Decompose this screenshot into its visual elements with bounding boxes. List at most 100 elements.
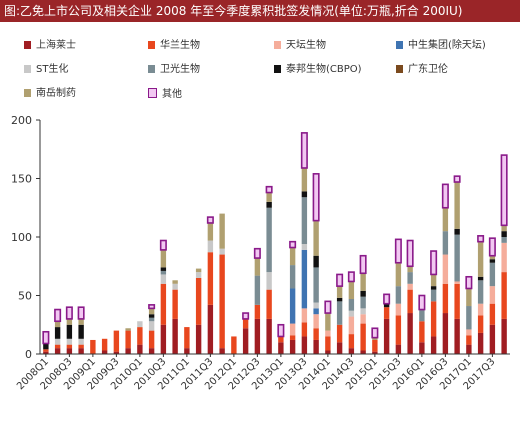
bar-segment [501, 242, 507, 273]
bar-segment [66, 338, 73, 345]
bar-segment [54, 308, 62, 323]
bar-segment [360, 323, 366, 351]
bar-segment [301, 191, 308, 198]
bar-segment [407, 272, 413, 284]
bar-segment [206, 216, 214, 224]
legend-label: ST生化 [36, 64, 69, 75]
bar-segment [90, 339, 96, 354]
bar-segment [501, 231, 507, 237]
bar-segment [489, 255, 496, 260]
bar-segment [219, 254, 225, 349]
bar-segment [301, 336, 308, 354]
bar-segment [313, 308, 319, 315]
bar-segment [137, 344, 143, 354]
bar-segment [371, 327, 379, 339]
bar-segment [66, 324, 73, 339]
bar-segment [489, 324, 496, 354]
bar-segment [300, 132, 308, 169]
bar-segment [148, 348, 155, 354]
bar-segment [442, 254, 449, 284]
bar-segment [325, 330, 331, 337]
legend-swatch [148, 88, 157, 98]
bar-segment [160, 283, 167, 325]
legend-label: 其他 [162, 89, 182, 100]
bar-segment [301, 308, 308, 323]
bar-segment [359, 254, 367, 275]
bar-segment [466, 344, 472, 354]
bar-segment [407, 283, 413, 290]
bar-segment [489, 262, 496, 287]
bar-segment [266, 318, 272, 354]
bar-segment [242, 318, 249, 329]
bar-segment [148, 321, 155, 331]
bar-segment [254, 304, 261, 319]
bar-segment [78, 324, 84, 339]
bar-segment [441, 183, 449, 209]
bar-segment [219, 213, 225, 249]
chart-plot: 0501001502002008Q12008Q32009Q12009Q32010… [11, 114, 510, 392]
bar-segment [159, 239, 167, 251]
bar-segment [336, 286, 343, 298]
bar-segment [336, 297, 343, 302]
bar-segment [395, 262, 402, 287]
bar-segment [372, 337, 378, 340]
bar-segment [348, 310, 355, 317]
bar-segment [395, 286, 402, 304]
bar-segment [77, 306, 85, 320]
legend-label: 天坛生物 [286, 40, 326, 51]
bar-segment [289, 339, 296, 354]
bar-segment [54, 338, 61, 345]
bar-segment [66, 348, 73, 354]
bar-segment [148, 308, 155, 315]
legend-item: ST生化 [24, 64, 68, 76]
bar-segment [348, 334, 355, 349]
legend-swatch [148, 41, 155, 49]
bar-segment [242, 312, 250, 320]
legend-swatch [274, 41, 281, 49]
bar-segment [477, 280, 484, 304]
bar-segment [453, 175, 461, 183]
bar-segment [184, 348, 190, 354]
bar-segment [219, 248, 225, 255]
bar-segment [125, 348, 131, 354]
legend-swatch [24, 89, 31, 97]
legend-item: 上海莱士 [24, 40, 76, 52]
bar-segment [430, 250, 438, 276]
bar-segment [125, 330, 131, 349]
bar-segment [172, 318, 178, 354]
bar-segment [289, 240, 297, 249]
bar-segment [195, 268, 202, 273]
bar-segment [172, 283, 178, 290]
bar-segment [160, 324, 167, 354]
bar-segment [383, 303, 390, 308]
bar-segment [148, 304, 156, 310]
bar-segment [312, 173, 320, 222]
bar-segment [43, 351, 49, 354]
bar-segment [430, 289, 437, 302]
bar-segment [419, 321, 425, 343]
legend-swatch [274, 65, 281, 73]
bar-segment [289, 335, 296, 340]
bar-segment [442, 313, 449, 354]
bar-segment [66, 344, 73, 349]
bar-segment [231, 336, 237, 354]
bar-segment [113, 351, 120, 354]
bar-segment [160, 267, 167, 271]
bar-segment [43, 349, 49, 352]
bar-segment [454, 228, 460, 235]
bar-segment [278, 342, 284, 354]
legend-label: 上海莱士 [36, 40, 76, 51]
bar-segment [501, 318, 507, 354]
bar-segment [442, 231, 449, 255]
bar-segment [347, 271, 355, 283]
bar-segment [78, 344, 84, 349]
bar-segment [477, 235, 485, 243]
bar-segment [172, 289, 178, 319]
legend-label: 华兰生物 [160, 40, 200, 51]
bar-segment [454, 283, 460, 319]
bar-segment [430, 286, 437, 290]
legend-item: 卫光生物 [148, 64, 200, 76]
bar-segment [195, 277, 202, 325]
y-tick-label: 0 [25, 348, 32, 361]
bar-segment [348, 281, 355, 300]
